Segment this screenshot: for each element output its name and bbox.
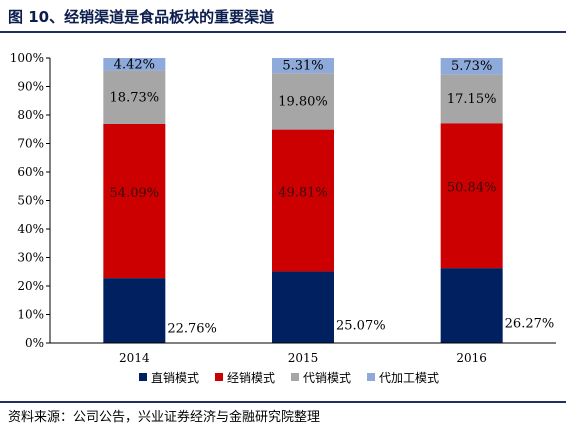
bar-segment bbox=[272, 271, 334, 343]
y-tick-label: 10% bbox=[17, 308, 44, 322]
data-label: 54.09% bbox=[110, 186, 160, 201]
y-tick-label: 60% bbox=[17, 165, 44, 179]
data-label: 5.31% bbox=[282, 59, 323, 74]
source-note: 资料来源：公司公告，兴业证券经济与金融研究院整理 bbox=[8, 410, 321, 425]
legend-swatch bbox=[291, 373, 299, 381]
data-label: 26.27% bbox=[505, 317, 555, 332]
x-tick-label: 2016 bbox=[456, 351, 487, 365]
data-label: 5.73% bbox=[451, 59, 492, 74]
figure-title: 图 10、经销渠道是食品板块的重要渠道 bbox=[8, 8, 275, 26]
data-label: 50.84% bbox=[447, 181, 497, 196]
bar-segment bbox=[272, 73, 334, 130]
legend-label: 代销模式 bbox=[303, 371, 351, 385]
bars: 22.76% 54.09% 18.73% 4.42% 25.07% 49.81% 19.80… bbox=[103, 57, 554, 343]
bar-segment bbox=[103, 123, 166, 279]
x-tick-label: 2014 bbox=[119, 351, 150, 365]
y-tick-label: 50% bbox=[17, 194, 44, 208]
bar-segment bbox=[103, 278, 166, 343]
y-tick-label: 0% bbox=[25, 336, 44, 350]
data-label: 17.15% bbox=[447, 92, 497, 107]
bar-segment bbox=[440, 268, 503, 343]
x-axis: 2014 2015 2016 bbox=[50, 342, 556, 365]
bar-segment bbox=[440, 58, 503, 75]
data-label: 4.42% bbox=[114, 57, 155, 72]
bar-segment bbox=[103, 58, 166, 71]
bar-segment bbox=[440, 123, 503, 269]
y-axis: 0% 10% 20% 30% 40% 50% 60% 70% 80% 90% 100% bbox=[10, 51, 51, 350]
bar-segment bbox=[103, 70, 166, 124]
y-tick-label: 20% bbox=[17, 279, 44, 293]
legend-swatch bbox=[367, 373, 375, 381]
data-label: 22.76% bbox=[167, 322, 217, 337]
y-tick-label: 70% bbox=[17, 137, 44, 151]
legend-swatch bbox=[215, 373, 223, 381]
y-tick-label: 40% bbox=[17, 222, 44, 236]
title-rule bbox=[0, 31, 566, 33]
data-label: 25.07% bbox=[336, 318, 386, 333]
legend-label: 经销模式 bbox=[227, 371, 275, 385]
legend-label: 直销模式 bbox=[151, 371, 199, 385]
stacked-bar-chart: 0% 10% 20% 30% 40% 50% 60% 70% 80% 90% 100% 22.76%… bbox=[10, 51, 556, 385]
source-rule bbox=[0, 401, 566, 403]
y-tick-label: 80% bbox=[17, 108, 44, 122]
data-label: 18.73% bbox=[110, 90, 160, 105]
legend-label: 代加工模式 bbox=[379, 371, 439, 385]
y-tick-label: 30% bbox=[17, 251, 44, 265]
x-tick-label: 2015 bbox=[288, 351, 319, 365]
data-label: 19.80% bbox=[278, 94, 328, 109]
data-label: 49.81% bbox=[278, 186, 328, 201]
y-tick-label: 90% bbox=[17, 80, 44, 94]
bar-segment bbox=[440, 74, 503, 124]
bar-segment bbox=[272, 58, 334, 74]
bar-segment bbox=[272, 129, 334, 272]
legend-swatch bbox=[139, 373, 147, 381]
legend: 直销模式 经销模式 代销模式 代加工模式 bbox=[139, 371, 439, 385]
y-tick-label: 100% bbox=[10, 51, 44, 65]
